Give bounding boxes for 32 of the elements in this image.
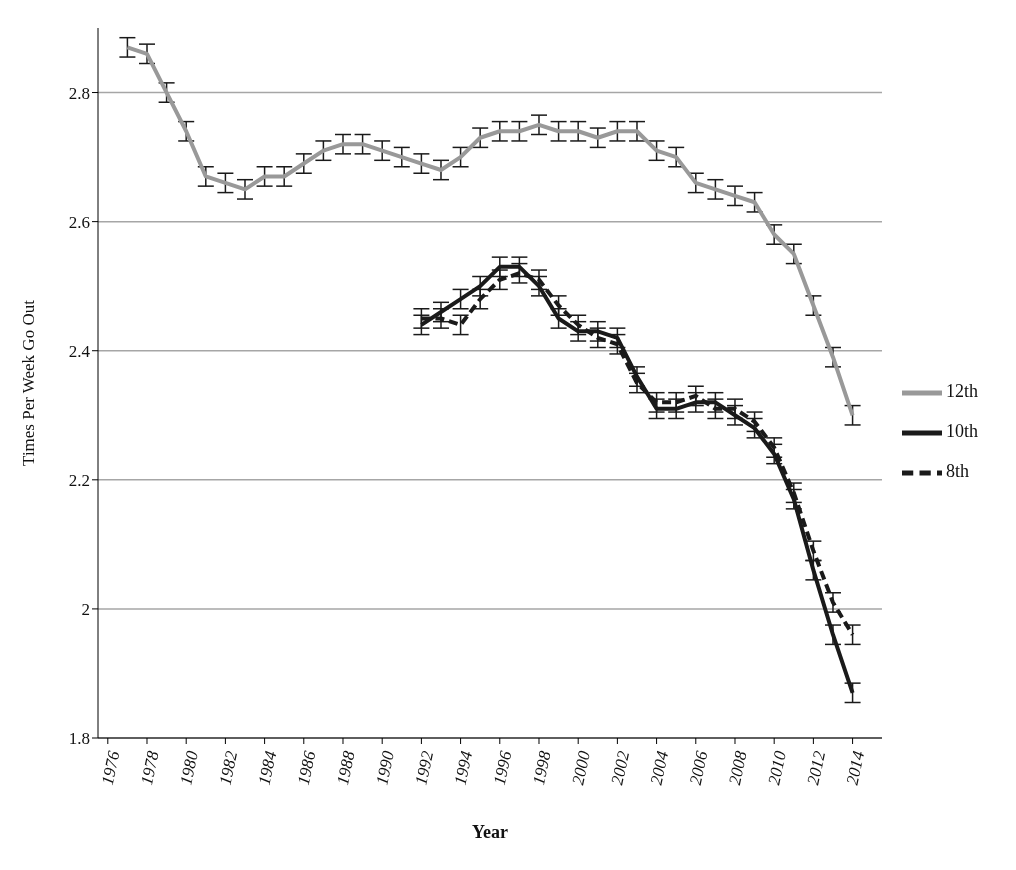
- x-tick-label: 2008: [725, 748, 751, 787]
- x-tick-label: 1988: [333, 748, 359, 787]
- x-tick-label: 1978: [137, 748, 163, 787]
- x-tick-label: 2004: [646, 748, 673, 787]
- x-tick-label: 1984: [254, 748, 281, 787]
- x-axis-title: Year: [472, 822, 508, 842]
- legend-label: 12th: [945, 381, 978, 402]
- line-series: [125, 45, 855, 418]
- x-tick-label: 1982: [215, 748, 242, 787]
- x-tick-label: 1976: [97, 748, 124, 787]
- x-tick-label: 1998: [529, 748, 555, 787]
- legend-label: 8th: [945, 461, 969, 482]
- x-tick-label: 2014: [842, 748, 869, 787]
- x-tick-label: 2006: [685, 748, 712, 787]
- y-axis-title: Times Per Week Go Out: [19, 299, 39, 466]
- y-tick-label: 2.6: [68, 212, 90, 232]
- x-tick-label: 2012: [803, 748, 830, 787]
- x-tick-label: 1986: [293, 748, 320, 787]
- y-tick-label: 2.8: [68, 83, 90, 103]
- x-tick-label: 2000: [568, 748, 595, 787]
- x-tick-label: 1980: [176, 748, 203, 787]
- x-tick-label: 1992: [411, 748, 438, 787]
- y-tick-label: 1.8: [68, 729, 90, 749]
- x-tick-label: 1990: [372, 748, 399, 787]
- y-tick-label: 2.4: [68, 341, 91, 361]
- x-tick-label: 2010: [764, 748, 791, 787]
- legend-label: 10th: [945, 421, 978, 442]
- x-tick-label: 1994: [450, 748, 477, 787]
- y-tick-label: 2.2: [68, 470, 90, 490]
- x-tick-label: 1996: [489, 748, 516, 787]
- x-tick-label: 2002: [607, 748, 634, 787]
- y-tick-label: 2: [81, 599, 90, 619]
